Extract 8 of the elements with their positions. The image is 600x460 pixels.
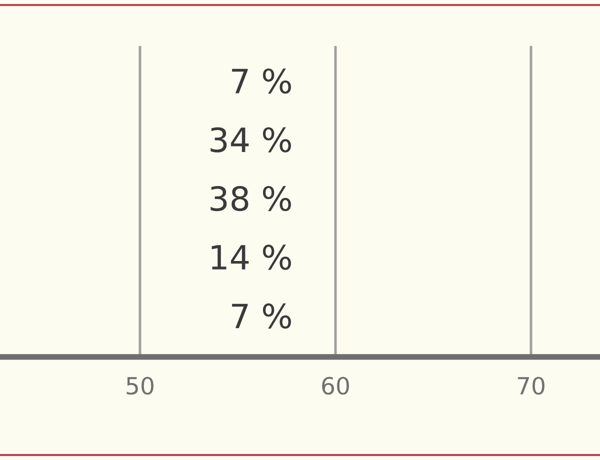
text: 38 % [210, 186, 291, 212]
x-tick-label: 70 [518, 376, 544, 395]
text: 7 % [232, 68, 291, 94]
text: 34 % [210, 127, 291, 152]
text: 7 % [232, 303, 291, 329]
x-tick-label: 50 [126, 376, 154, 395]
x-tick-label: 60 [322, 376, 349, 395]
text: 14 % [212, 244, 291, 270]
